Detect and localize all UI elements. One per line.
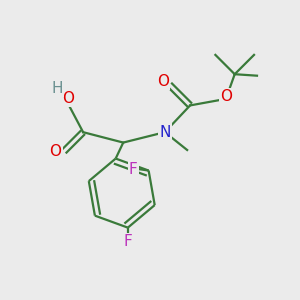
Text: O: O [220, 89, 232, 104]
Text: O: O [157, 74, 169, 89]
Text: F: F [129, 162, 138, 177]
Text: O: O [62, 91, 74, 106]
Text: O: O [50, 144, 61, 159]
Text: H: H [52, 81, 63, 96]
Text: N: N [159, 125, 170, 140]
Text: F: F [124, 234, 132, 249]
